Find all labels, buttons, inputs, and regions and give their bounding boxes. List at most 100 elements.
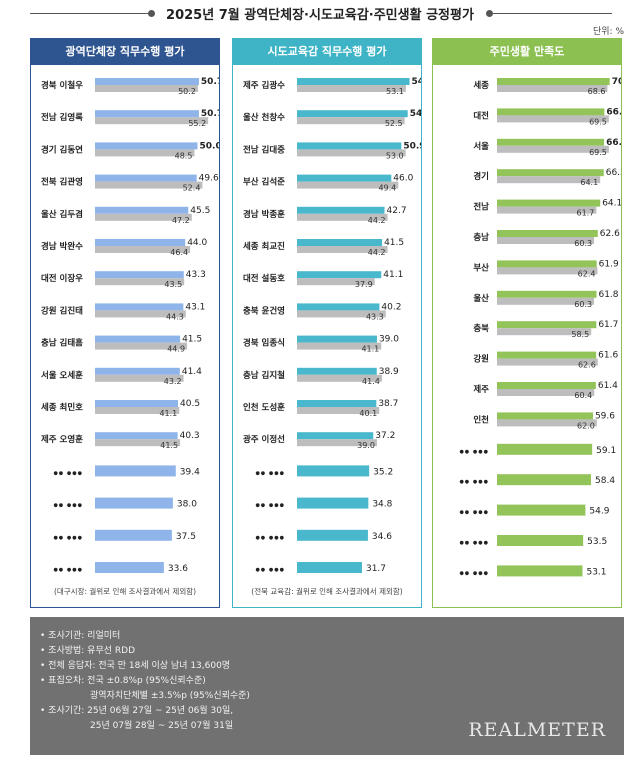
data-label-previous: 43.3: [366, 312, 384, 321]
bar-current: [95, 432, 178, 440]
panel-superintendent-approval: 시도교육감 직무수행 평가 제주 김광수 54.9 53.1 울산 천창수 54.0 52…: [232, 38, 422, 608]
category-label: ●● ●●●: [255, 535, 285, 541]
bar-previous: [95, 278, 185, 286]
data-label-current: 38.0: [177, 500, 197, 510]
bar-previous: [497, 419, 597, 427]
bar-current: [95, 110, 199, 118]
category-label: 경기 김동연: [41, 144, 83, 155]
category-label: 강원 김진태: [41, 305, 83, 316]
data-label-current: 66.5: [606, 138, 621, 148]
bar-previous: [95, 310, 186, 318]
bar-current: [497, 504, 586, 516]
data-label-previous: 49.4: [378, 184, 396, 193]
bar-previous: [95, 374, 184, 382]
bar-previous: [297, 278, 375, 286]
bar-previous: [297, 439, 377, 447]
data-label-current: 66.3: [606, 168, 621, 178]
footer-line: • 조사기관: 리얼미터: [40, 631, 121, 641]
data-label-current: 46.0: [393, 174, 413, 184]
bar-current: [497, 138, 605, 146]
data-label-previous: 62.0: [577, 421, 595, 430]
data-label-current: 61.8: [598, 290, 618, 300]
data-label-current: 40.2: [381, 302, 401, 312]
bar-current: [497, 535, 584, 546]
panel-note: (전북 교육감: 궐위로 인해 조사결과에서 제외함): [251, 587, 403, 596]
data-label-current: 64.1: [602, 199, 621, 209]
bar-current: [95, 367, 180, 375]
data-label-previous: 44.2: [368, 248, 386, 257]
bar-current: [297, 142, 402, 150]
data-label-current: 41.4: [182, 367, 202, 377]
data-label-current: 62.6: [600, 229, 620, 239]
category-label: 울산 김두겸: [41, 209, 83, 220]
category-label: 경기: [473, 171, 489, 182]
category-label: ●● ●●●: [53, 503, 83, 509]
bar-current: [95, 303, 184, 311]
footer-line: • 조사기간: 25년 06월 27일 ~ 25년 06월 30일,: [40, 706, 234, 716]
data-label-previous: 60.4: [574, 391, 592, 400]
realmeter-logo: REALMETER: [468, 719, 606, 741]
bar-current: [297, 110, 408, 118]
bar-current: [497, 321, 597, 329]
bar-previous: [95, 117, 209, 125]
bar-previous: [497, 328, 592, 336]
bar-current: [297, 303, 380, 311]
category-label: ●● ●●●: [459, 510, 489, 516]
data-label-current: 59.1: [596, 446, 616, 456]
bar-current: [297, 367, 377, 375]
bar-current: [297, 78, 410, 85]
data-label-current: 54.0: [410, 109, 421, 119]
category-label: 충남 김지철: [243, 370, 285, 381]
bar-previous: [497, 297, 595, 305]
data-label-previous: 41.4: [362, 377, 380, 386]
data-label-current: 31.7: [366, 564, 386, 574]
bar-previous: [297, 213, 388, 221]
data-label-previous: 41.5: [160, 441, 178, 450]
category-label: 경북 임종식: [243, 338, 285, 349]
category-label: ●● ●●●: [459, 540, 489, 546]
category-label: 인천: [473, 414, 489, 425]
data-label-current: 61.4: [598, 381, 618, 391]
category-label: 세종 최민호: [41, 402, 83, 413]
bar-current: [497, 230, 598, 237]
category-label: 제주 김광수: [243, 80, 285, 91]
category-label: ●● ●●●: [53, 567, 83, 573]
footer-line: • 조사방법: 유무선 RDD: [40, 646, 135, 656]
data-label-current: 41.5: [182, 335, 202, 345]
data-label-previous: 44.3: [166, 312, 184, 321]
data-label-current: 50.7: [201, 77, 219, 87]
bar-current: [95, 400, 179, 407]
data-label-current: 37.2: [375, 431, 395, 441]
data-label-current: 70.0: [612, 77, 621, 87]
data-label-current: 53.5: [587, 537, 607, 547]
bar-current: [297, 497, 369, 509]
bar-current: [95, 206, 189, 214]
category-label: ●● ●●●: [53, 535, 83, 541]
data-label-current: 43.1: [185, 302, 205, 312]
category-label: 광주 이정선: [243, 434, 285, 445]
data-label-current: 34.8: [372, 500, 392, 510]
footer-line: 25년 07월 28일 ~ 25년 07월 31일: [90, 721, 234, 731]
data-label-previous: 64.1: [580, 178, 598, 187]
title-area: 2025년 7월 광역단체장·시도교육감·주민생활 긍정평가: [0, 0, 640, 28]
data-label-current: 38.7: [378, 399, 398, 409]
data-label-previous: 69.5: [589, 117, 607, 126]
footer-line: • 전체 응답자: 전국 만 18세 이상 남녀 13,600명: [40, 661, 231, 671]
chart-title-wrap: 2025년 7월 광역단체장·시도교육감·주민생활 긍정평가: [0, 4, 640, 23]
category-label: ●● ●●●: [53, 470, 83, 476]
category-label: 대전: [473, 110, 489, 121]
superintendent-bar-chart: 제주 김광수 54.9 53.1 울산 천창수 54.0 52.5 전남 김대중 50.953…: [243, 77, 421, 574]
category-label: 대전 이장우: [41, 273, 83, 284]
data-label-previous: 39.0: [357, 441, 375, 450]
data-label-current: 50.7: [201, 109, 219, 119]
bar-previous: [297, 310, 386, 318]
bar-current: [297, 174, 392, 182]
category-label: ●● ●●●: [255, 470, 285, 476]
data-label-current: 59.6: [595, 411, 615, 421]
bar-previous: [497, 85, 608, 92]
data-label-current: 41.5: [384, 238, 404, 248]
category-label: 충북 윤건영: [243, 305, 285, 316]
bar-current: [297, 335, 377, 343]
category-label: 서울 오세훈: [41, 370, 83, 381]
